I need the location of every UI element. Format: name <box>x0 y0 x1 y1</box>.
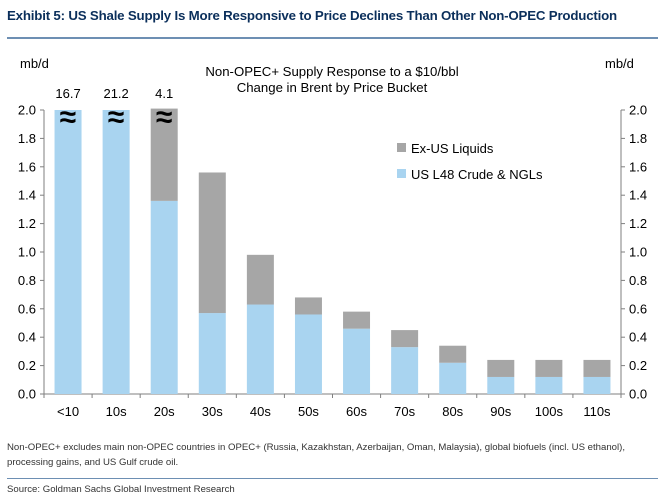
y-axis-label-right: mb/d <box>605 56 634 71</box>
chart-title-line-1: Non-OPEC+ Supply Response to a $10/bbl <box>205 64 458 79</box>
x-tick-label: 50s <box>298 404 319 419</box>
y-tick-label-right: 0.8 <box>629 273 647 288</box>
x-tick-label: 110s <box>583 404 611 419</box>
y-tick-label-right: 1.8 <box>629 131 647 146</box>
y-tick-label-left: 0.8 <box>18 273 36 288</box>
source-divider <box>7 478 658 479</box>
y-tick-label-right: 0.2 <box>629 358 647 373</box>
x-tick-label: 20s <box>154 404 175 419</box>
bar-us-l48 <box>439 362 467 394</box>
y-tick-label-left: 1.4 <box>18 188 36 203</box>
y-tick-label-right: 0.0 <box>629 387 647 402</box>
y-axis-label-left: mb/d <box>20 56 49 71</box>
bar-ex-us <box>246 254 274 305</box>
bar-us-l48 <box>198 313 226 394</box>
axis-break-symbol: ≈ <box>60 101 76 134</box>
y-tick-label-left: 0.2 <box>18 358 36 373</box>
bar-ex-us <box>487 359 515 377</box>
x-tick-label: 40s <box>250 404 271 419</box>
x-tick-label: <10 <box>57 404 79 419</box>
bar-us-l48 <box>54 110 82 394</box>
bar-us-l48 <box>343 328 371 394</box>
legend-label-us-l48: US L48 Crude & NGLs <box>411 167 543 182</box>
chart: 0.0 0.0 0.2 0.2 0.4 0.4 0.6 0.6 0.8 0.8 1.0 1.0 1.2 1… <box>18 56 647 419</box>
y-tick-label-left: 0.4 <box>18 330 36 345</box>
bar-ex-us <box>343 311 371 329</box>
y-tick-label-left: 1.6 <box>18 159 36 174</box>
chart-title-line-2: Change in Brent by Price Bucket <box>237 80 428 95</box>
bar-us-l48 <box>246 304 274 394</box>
broken-bar-value-label: 21.2 <box>103 86 128 101</box>
bar-us-l48 <box>487 376 515 394</box>
legend-label-ex-us: Ex-US Liquids <box>411 141 494 156</box>
x-tick-label: 10s <box>106 404 127 419</box>
y-tick-label-right: 1.6 <box>629 159 647 174</box>
x-tick-label: 100s <box>535 404 564 419</box>
x-tick-label: 30s <box>202 404 223 419</box>
y-tick-label-left: 1.0 <box>18 245 36 260</box>
bar-ex-us <box>391 330 419 348</box>
x-tick-label: 80s <box>442 404 463 419</box>
broken-bar-value-label: 16.7 <box>55 86 80 101</box>
bar-ex-us <box>294 297 322 315</box>
y-tick-label-right: 1.2 <box>629 216 647 231</box>
y-tick-label-right: 2.0 <box>629 103 647 118</box>
y-tick-label-right: 1.4 <box>629 188 647 203</box>
plot-area: 0.0 0.0 0.2 0.2 0.4 0.4 0.6 0.6 0.8 0.8 1.0 1.0 1.2 1… <box>18 86 647 419</box>
axis-break-symbol: ≈ <box>156 101 172 134</box>
bar-us-l48 <box>535 376 563 394</box>
y-tick-label-left: 1.8 <box>18 131 36 146</box>
y-tick-label-right: 1.0 <box>629 245 647 260</box>
y-tick-label-left: 0.0 <box>18 387 36 402</box>
title-divider <box>7 37 658 39</box>
legend-swatch-ex-us <box>397 143 406 152</box>
source-note: Source: Goldman Sachs Global Investment … <box>7 484 235 495</box>
y-tick-label-right: 0.4 <box>629 330 647 345</box>
axis-break-symbol: ≈ <box>108 101 124 134</box>
footnote: Non-OPEC+ excludes main non-OPEC countri… <box>7 442 626 468</box>
bar-ex-us <box>198 172 226 314</box>
bar-us-l48 <box>102 110 130 394</box>
y-tick-label-left: 1.2 <box>18 216 36 231</box>
exhibit-title: Exhibit 5: US Shale Supply Is More Respo… <box>7 8 617 23</box>
y-tick-label-right: 0.6 <box>629 301 647 316</box>
broken-bar-value-label: 4.1 <box>155 86 173 101</box>
legend-swatch-us-l48 <box>397 169 406 178</box>
bar-us-l48 <box>294 314 322 394</box>
x-tick-label: 60s <box>346 404 367 419</box>
x-tick-label: 90s <box>490 404 511 419</box>
bar-ex-us <box>150 108 178 201</box>
bar-us-l48 <box>583 376 611 394</box>
bar-us-l48 <box>391 347 419 394</box>
x-tick-label: 70s <box>394 404 415 419</box>
bar-ex-us <box>535 359 563 377</box>
bar-ex-us <box>439 345 467 363</box>
y-tick-label-left: 0.6 <box>18 301 36 316</box>
y-tick-label-left: 2.0 <box>18 103 36 118</box>
legend: Ex-US Liquids US L48 Crude & NGLs <box>397 141 543 182</box>
bar-us-l48 <box>150 200 178 394</box>
bar-ex-us <box>583 359 611 377</box>
